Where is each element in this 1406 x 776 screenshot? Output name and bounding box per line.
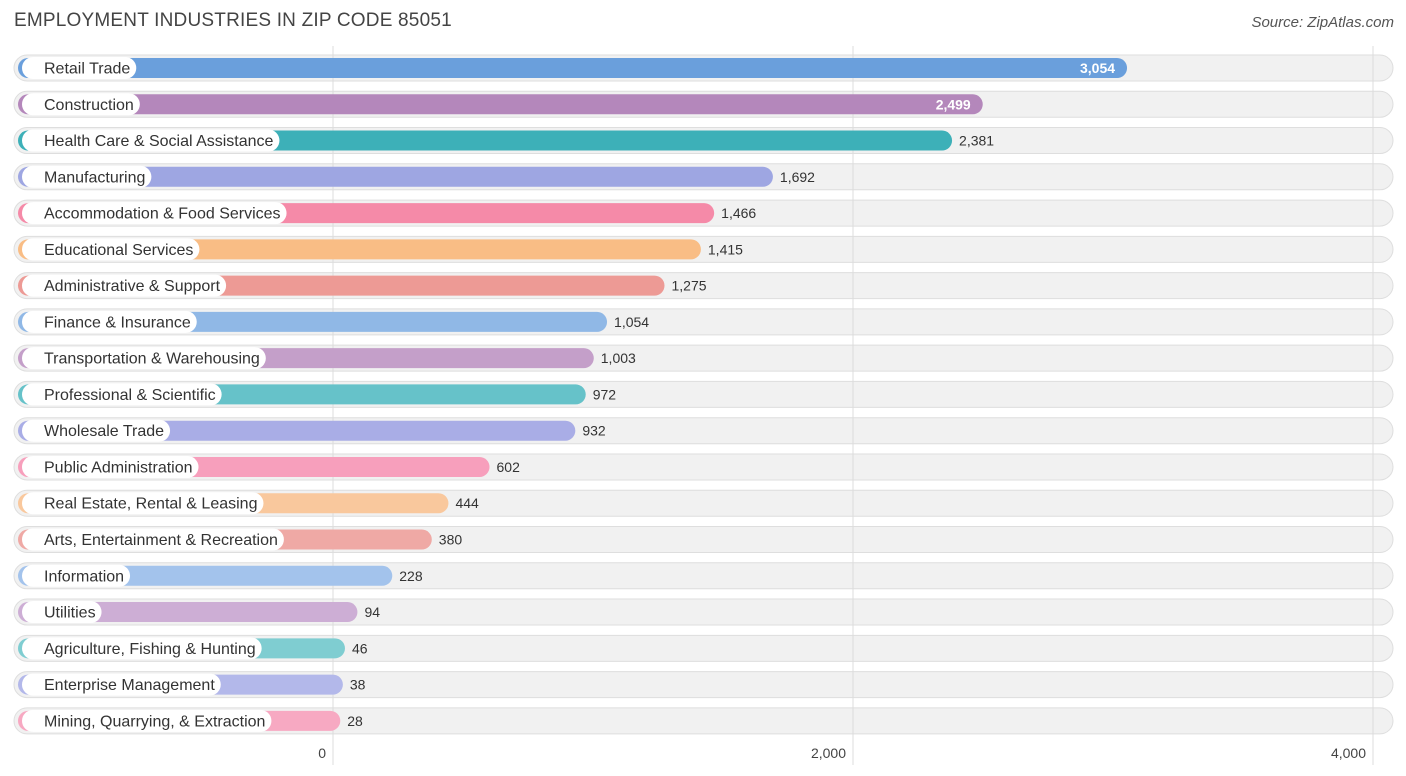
- value-label: 3,054: [1080, 60, 1115, 76]
- bar-label: Information: [44, 568, 124, 585]
- bar-label: Wholesale Trade: [44, 423, 164, 440]
- bar-row: Manufacturing 1,692: [18, 165, 815, 188]
- bar-row: Professional & Scientific 972: [18, 383, 617, 406]
- chart-title: EMPLOYMENT INDUSTRIES IN ZIP CODE 85051: [14, 10, 452, 31]
- x-tick-label: 4,000: [1331, 745, 1366, 761]
- value-label: 28: [347, 713, 363, 729]
- value-label: 972: [593, 386, 617, 402]
- value-label: 1,054: [614, 314, 649, 330]
- bar-row: Educational Services 1,415: [18, 238, 743, 261]
- value-label: 1,415: [708, 241, 743, 257]
- bar-row: Construction 2,499: [18, 93, 983, 116]
- bar-label: Health Care & Social Assistance: [44, 133, 274, 150]
- row-track: [13, 707, 1394, 735]
- bar-label: Real Estate, Rental & Leasing: [44, 496, 257, 513]
- bar-label-pill: [22, 673, 221, 696]
- rows-layer: Retail Trade 3,054 Construction 2,499 Health…: [18, 57, 1128, 732]
- bar-row: Accommodation & Food Services 1,466: [18, 202, 756, 225]
- bar-row: Arts, Entertainment & Recreation 380: [18, 528, 463, 551]
- value-label: 1,275: [672, 278, 707, 294]
- bar-label: Professional & Scientific: [44, 387, 216, 404]
- bar-row: Real Estate, Rental & Leasing 444: [18, 492, 479, 515]
- bar: [18, 94, 983, 115]
- bar-row: Finance & Insurance 1,054: [18, 310, 649, 333]
- bar-label: Utilities: [44, 605, 96, 622]
- bar-label-pill: [22, 57, 137, 79]
- value-label: 2,499: [936, 96, 971, 112]
- value-label: 46: [352, 640, 368, 656]
- bar-row: Information 228: [18, 564, 423, 587]
- bar-label: Finance & Insurance: [44, 314, 191, 331]
- bar-label-pill: [22, 383, 222, 406]
- bar-row: Mining, Quarrying, & Extraction 28: [18, 709, 363, 732]
- value-label: 228: [399, 568, 423, 584]
- bar-label-pill: [22, 347, 266, 370]
- bar-label: Construction: [44, 97, 134, 114]
- bar-label: Mining, Quarrying, & Extraction: [44, 713, 265, 730]
- bar-label-pill: [22, 202, 287, 225]
- x-axis: 0 2,000 4,000: [318, 745, 1366, 761]
- value-label: 1,003: [601, 350, 636, 366]
- bar-row: Enterprise Management 38: [18, 673, 366, 696]
- bar-label: Enterprise Management: [44, 677, 215, 694]
- bar-label-pill: [22, 165, 152, 188]
- bar-row: Wholesale Trade 932: [18, 419, 606, 442]
- value-label: 932: [582, 423, 606, 439]
- bar-label: Manufacturing: [44, 169, 145, 186]
- bar-label-pill: [22, 129, 280, 152]
- bar-label-pill: [22, 419, 171, 442]
- x-tick-label: 2,000: [811, 745, 846, 761]
- bar-row: Health Care & Social Assistance 2,381: [18, 129, 994, 152]
- bar-label-pill: [22, 492, 264, 515]
- bar-label-pill: [22, 310, 197, 333]
- row-track: [13, 598, 1394, 626]
- value-label: 444: [455, 495, 479, 511]
- bar-label: Administrative & Support: [44, 278, 221, 295]
- row-track: [13, 634, 1394, 662]
- bar: [18, 602, 358, 623]
- bar-label-pill: [22, 455, 199, 478]
- bar-row: Public Administration 602: [18, 455, 521, 478]
- bar-label: Educational Services: [44, 242, 193, 259]
- chart-source: Source: ZipAtlas.com: [1251, 14, 1394, 31]
- bar-label-pill: [22, 637, 262, 660]
- value-label: 1,692: [780, 169, 815, 185]
- bar-row: Administrative & Support 1,275: [18, 274, 707, 297]
- bar-label-pill: [22, 238, 200, 261]
- bar-row: Agriculture, Fishing & Hunting 46: [18, 637, 368, 660]
- bar-row: Retail Trade 3,054: [18, 57, 1128, 79]
- bar-row: Utilities 94: [18, 601, 380, 624]
- bar-label: Public Administration: [44, 459, 193, 476]
- bar-label-pill: [22, 564, 131, 587]
- value-label: 380: [439, 532, 463, 548]
- bar: [18, 58, 1128, 78]
- bar-label: Transportation & Warehousing: [44, 351, 260, 368]
- value-label: 94: [364, 604, 380, 620]
- bar-label-pill: [22, 601, 102, 624]
- row-track: [13, 671, 1394, 699]
- bar-label-pill: [22, 93, 140, 116]
- bar-label-pill: [22, 528, 284, 551]
- bar-label: Arts, Entertainment & Recreation: [44, 532, 278, 549]
- value-label: 38: [350, 677, 366, 693]
- value-label: 602: [497, 459, 521, 475]
- x-tick-label: 0: [318, 745, 326, 761]
- bar-label-pill: [22, 274, 227, 297]
- bar-label: Agriculture, Fishing & Hunting: [44, 641, 256, 658]
- value-label: 1,466: [721, 205, 756, 221]
- bar-label: Accommodation & Food Services: [44, 206, 281, 223]
- bar-row: Transportation & Warehousing 1,003: [18, 347, 636, 370]
- bar: [18, 166, 773, 187]
- bar-label-pill: [22, 709, 272, 732]
- bar-label: Retail Trade: [44, 61, 130, 78]
- value-label: 2,381: [959, 133, 994, 149]
